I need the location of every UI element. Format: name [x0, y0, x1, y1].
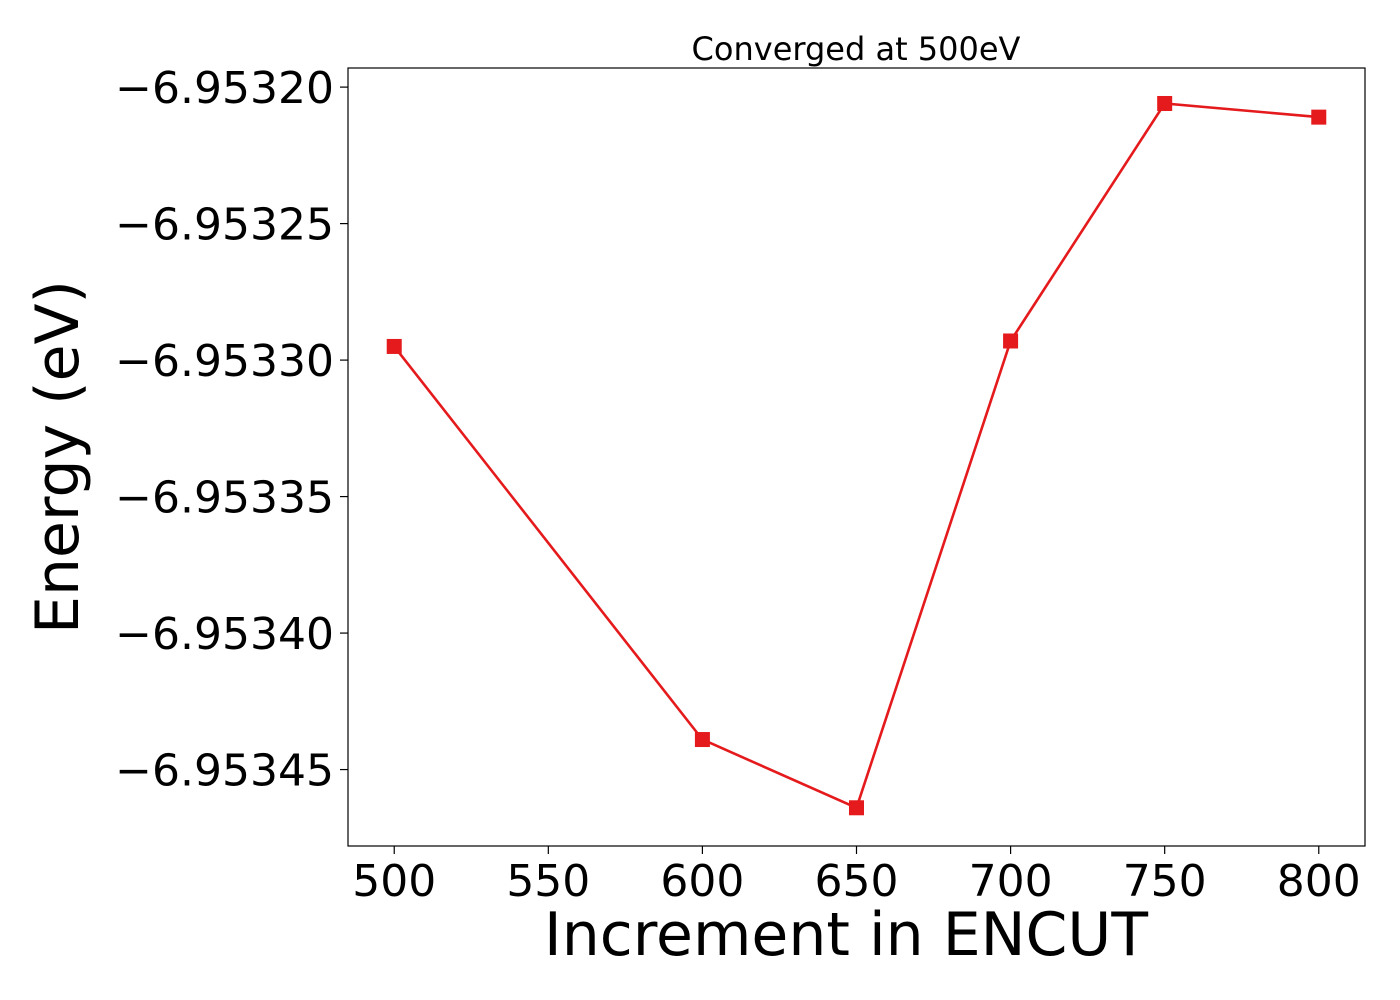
data-point-marker	[1311, 109, 1327, 125]
plot-area	[347, 67, 1366, 847]
y-axis-ticks: −6.95320 −6.95325 −6.95330 −6.95335 −6.95340…	[115, 63, 348, 797]
x-tick-label: 500	[352, 856, 436, 907]
x-tick-label: 750	[1123, 856, 1207, 907]
plot-frame	[347, 67, 1366, 847]
series-line	[393, 102, 1319, 810]
data-point-marker	[1157, 95, 1173, 111]
y-axis-label: Energy (eV)	[23, 280, 93, 634]
x-axis-label: Increment in ENCUT	[544, 900, 1148, 970]
x-tick-label: 550	[506, 856, 590, 907]
y-tick-label: −6.95320	[115, 63, 334, 114]
x-tick-label: 650	[815, 856, 899, 907]
y-tick-label: −6.95335	[115, 473, 334, 524]
data-point-marker	[386, 338, 402, 354]
data-point-marker	[849, 800, 864, 816]
y-tick-label: −6.95325	[115, 200, 334, 251]
chart-title: Converged at 500eV	[692, 30, 1021, 68]
x-axis-ticks: 500 550 600 650 700 750 800	[352, 846, 1361, 907]
data-point-marker	[694, 732, 710, 748]
x-tick-label: 700	[969, 856, 1053, 907]
x-tick-label: 800	[1277, 856, 1361, 907]
data-point-marker	[1003, 333, 1019, 349]
y-tick-label: −6.95345	[115, 746, 334, 797]
series-markers	[386, 95, 1327, 816]
x-tick-label: 600	[660, 856, 744, 907]
y-tick-label: −6.95330	[115, 336, 334, 387]
y-tick-label: −6.95340	[115, 609, 334, 660]
